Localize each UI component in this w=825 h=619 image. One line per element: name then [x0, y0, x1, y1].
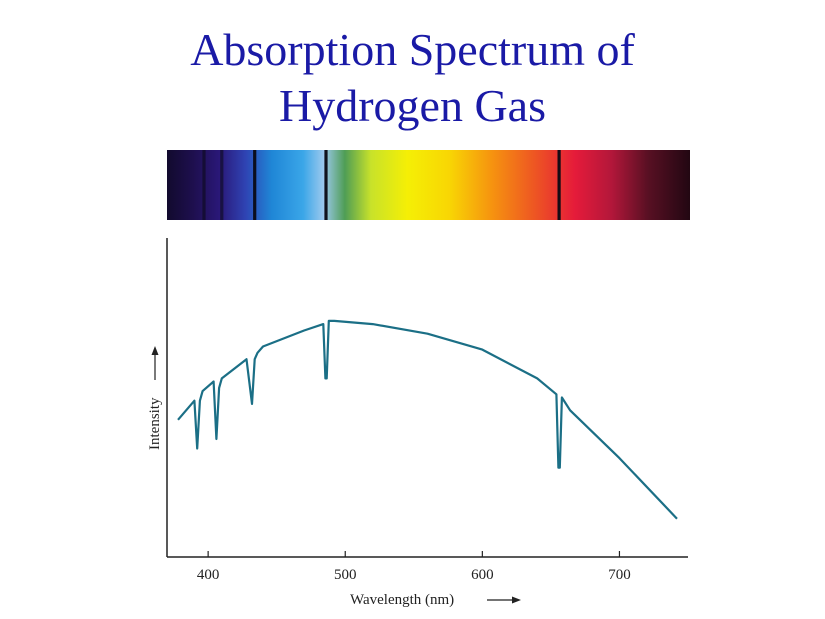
spectrum-line: [202, 150, 206, 220]
x-tick-label: 600: [471, 567, 494, 583]
intensity-curve: [177, 319, 678, 520]
spectrum-bar: [167, 150, 690, 220]
x-tick-label: 700: [608, 567, 631, 583]
x-arrowhead-icon: [512, 596, 521, 604]
y-axis-label: Intensity: [147, 397, 163, 450]
spectrum-line: [220, 150, 224, 220]
page-title: Absorption Spectrum of Hydrogen Gas: [0, 22, 825, 134]
x-ticks: 400 500 600 700: [197, 551, 631, 583]
spectrum-absorption-lines: [202, 150, 561, 220]
x-axis-title: Wavelength (nm): [350, 592, 521, 608]
spectrum-line: [253, 150, 257, 220]
y-axis-title: Intensity: [147, 346, 163, 450]
x-tick-label: 400: [197, 567, 220, 583]
title-line-2: Hydrogen Gas: [279, 80, 546, 131]
spectrum-line: [557, 150, 561, 220]
x-axis-label: Wavelength (nm): [350, 592, 454, 608]
y-arrowhead-icon: [151, 346, 159, 355]
spectrum-line: [324, 150, 328, 220]
x-tick-label: 500: [334, 567, 357, 583]
title-line-1: Absorption Spectrum of: [190, 24, 635, 75]
